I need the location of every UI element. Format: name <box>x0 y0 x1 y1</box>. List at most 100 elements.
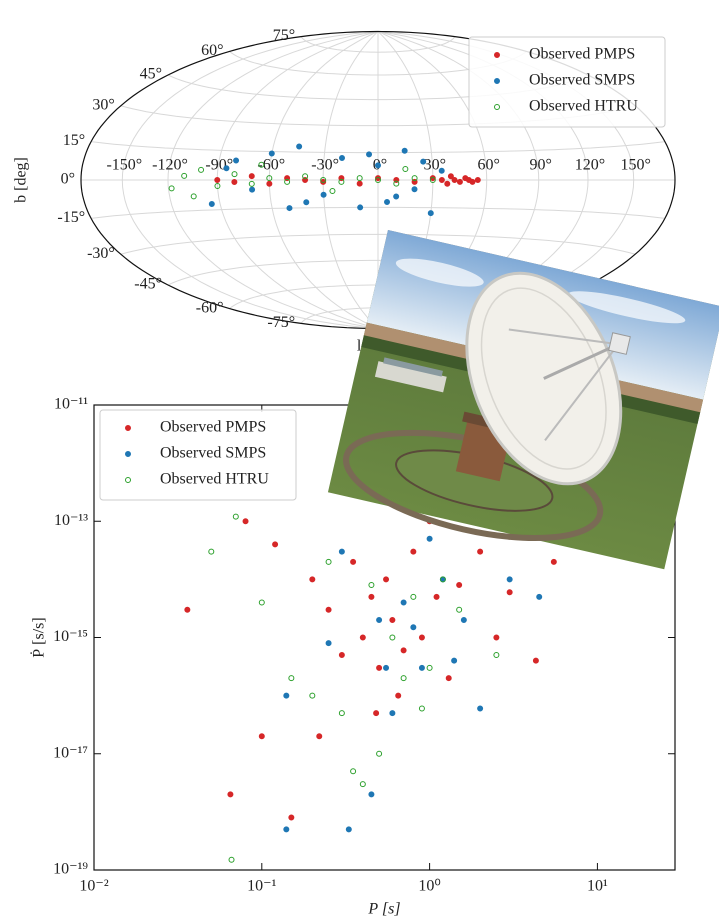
data-point <box>400 599 407 606</box>
data-point <box>181 172 188 179</box>
data-point <box>410 548 417 555</box>
y-tick-label: 75° <box>273 27 295 44</box>
data-point <box>410 624 417 631</box>
data-point <box>456 178 463 185</box>
data-point <box>356 180 363 187</box>
data-point <box>309 576 316 583</box>
data-point <box>393 180 400 187</box>
data-point <box>460 617 467 624</box>
legend-marker <box>494 104 500 110</box>
y-tick-label: 10⁻¹⁵ <box>53 628 88 645</box>
data-point <box>214 177 221 183</box>
data-point <box>325 558 332 565</box>
data-point <box>338 651 345 658</box>
data-point <box>402 165 409 172</box>
data-point <box>227 791 234 798</box>
data-point <box>320 177 327 183</box>
data-point <box>444 180 451 187</box>
data-point <box>375 175 381 182</box>
data-point <box>427 210 434 217</box>
x-tick-label: 10⁰ <box>418 878 440 895</box>
data-point <box>376 664 383 671</box>
data-point <box>433 593 440 600</box>
data-point <box>429 177 436 183</box>
data-point <box>338 178 345 185</box>
data-point <box>456 582 463 589</box>
data-point <box>248 180 255 187</box>
data-point <box>418 705 425 712</box>
data-point <box>325 606 332 613</box>
x-tick-label: -90° <box>205 157 233 174</box>
data-point <box>338 548 345 555</box>
data-point <box>400 675 407 682</box>
data-point <box>208 548 215 555</box>
data-point <box>345 826 352 833</box>
data-point <box>325 640 332 647</box>
legend-marker <box>125 425 131 431</box>
data-point <box>438 167 445 174</box>
legend-label: Observed PMPS <box>160 419 266 436</box>
telescope-photo <box>327 229 719 570</box>
data-point <box>411 175 418 182</box>
data-point <box>223 165 230 172</box>
grid-line <box>120 233 636 255</box>
y-tick-label: 10⁻¹³ <box>54 512 88 529</box>
x-tick-label: -120° <box>152 157 188 174</box>
data-point <box>320 191 327 198</box>
y-tick-label: 0° <box>61 171 75 188</box>
data-point <box>329 188 336 195</box>
data-point <box>303 199 310 206</box>
x-tick-label: 10⁻² <box>79 878 108 895</box>
data-point <box>411 186 418 193</box>
data-point <box>451 177 458 183</box>
data-point <box>493 651 500 658</box>
data-point <box>296 143 303 150</box>
y-tick-label: -15° <box>57 209 85 226</box>
data-point <box>266 180 273 187</box>
data-point <box>248 173 255 180</box>
data-point <box>268 150 275 157</box>
data-point <box>447 173 454 180</box>
x-tick-label: 10¹ <box>587 878 608 895</box>
data-point <box>506 589 513 596</box>
data-point <box>420 158 427 165</box>
data-point <box>439 576 446 583</box>
data-point <box>338 710 345 717</box>
x-axis-label: P [s] <box>367 901 400 918</box>
data-point <box>350 558 357 565</box>
data-point <box>190 193 197 200</box>
data-point <box>284 178 291 185</box>
data-point <box>350 768 357 775</box>
y-tick-label: -60° <box>196 299 224 316</box>
data-point <box>426 535 433 542</box>
data-point <box>272 541 279 548</box>
data-point <box>418 634 425 641</box>
x-tick-label: -60° <box>257 157 285 174</box>
grid-line <box>91 141 665 154</box>
data-point <box>536 593 543 600</box>
y-axis-label: b [deg] <box>13 157 30 203</box>
data-point <box>506 576 513 583</box>
data-point <box>359 634 366 641</box>
data-point <box>400 647 407 654</box>
data-point <box>477 705 484 712</box>
legend-marker <box>125 477 131 483</box>
grid-line <box>91 206 665 219</box>
data-point <box>383 576 390 583</box>
data-point <box>286 205 293 212</box>
y-tick-label: 30° <box>92 96 114 113</box>
data-point <box>214 182 221 189</box>
data-point <box>368 582 375 589</box>
x-tick-label: 120° <box>575 157 605 174</box>
data-point <box>373 710 380 717</box>
data-point <box>375 177 381 183</box>
data-point <box>283 826 290 833</box>
y-tick-label: 45° <box>140 66 162 83</box>
legend-box <box>99 409 297 501</box>
data-point <box>231 178 238 185</box>
data-point <box>493 634 500 641</box>
data-point <box>184 606 191 613</box>
data-point <box>395 692 402 699</box>
data-point <box>550 558 557 565</box>
